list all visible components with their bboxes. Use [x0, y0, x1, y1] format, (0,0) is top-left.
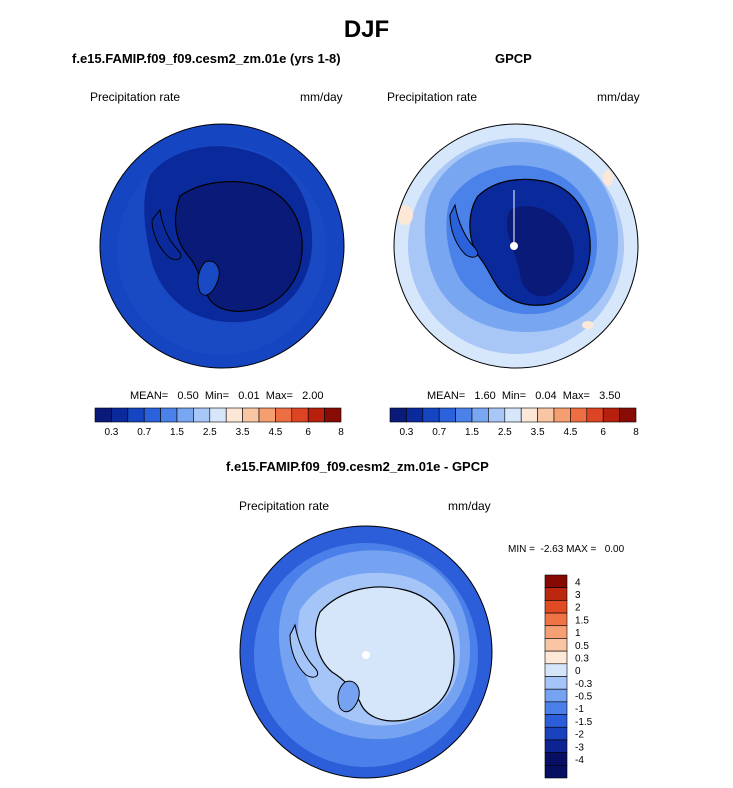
panel1-colorbar-tick-label: 1.5	[170, 427, 184, 438]
panel3-colorbar-swatch	[544, 739, 568, 753]
panel2-colorbar-swatch	[389, 407, 407, 423]
panel3-colorbar-swatch	[544, 650, 568, 665]
panel1-colorbar-tick-label: 3.5	[236, 427, 250, 438]
panel3-colorbar: 4 3 21.5 1 0.50.3 0 -0.3 -0.5-1 -1.5 -2-3 -4	[544, 574, 593, 779]
panel3-colorbar-swatch	[544, 714, 568, 728]
main-title: DJF	[343, 16, 390, 43]
panel2-colorbar-swatch	[471, 407, 489, 423]
panel3-map	[240, 526, 492, 778]
panel2-stats: MEAN= 1.60 Min= 0.04 Max= 3.50	[427, 390, 621, 402]
panel1-title: f.e15.FAMIP.f09_f09.cesm2_zm.01e (yrs 1-…	[72, 51, 341, 66]
panel2-colorbar-tick-label: 8	[633, 427, 639, 438]
panel1-colorbar-swatch	[242, 407, 260, 423]
panel3-colorbar-swatch	[544, 701, 568, 715]
panel2-title: GPCP	[495, 51, 532, 66]
panel1-colorbar-tick-label: 6	[305, 427, 311, 438]
panel1-colorbar-swatch	[94, 407, 112, 423]
panel1-stats: MEAN= 0.50 Min= 0.01 Max= 2.00	[130, 390, 324, 402]
panel1-colorbar-swatch	[209, 407, 227, 423]
panel2-units-label: mm/day	[597, 90, 640, 104]
panel1-colorbar-tick-label: 2.5	[203, 427, 217, 438]
panel2-colorbar-swatch	[438, 407, 456, 423]
panel2-colorbar-swatch	[422, 407, 440, 423]
panel1-colorbar-tick-label: 0.7	[137, 427, 151, 438]
panel3-colorbar-tick-label: 4	[575, 577, 581, 588]
panel2-colorbar-swatch	[586, 407, 604, 423]
panel2-colorbar-tick-label: 6	[600, 427, 606, 438]
panel3-units-label: mm/day	[448, 499, 491, 513]
panel3-colorbar-swatch	[544, 688, 568, 703]
panel3-colorbar-tick-label: 3	[575, 590, 581, 601]
panel1-colorbar-swatch	[291, 407, 309, 423]
panel3-colorbar-swatch	[544, 600, 568, 614]
panel1-colorbar-swatch	[307, 407, 325, 423]
panel2-colorbar-tick-label: 4.5	[563, 427, 577, 438]
panel2-colorbar-swatch	[488, 407, 506, 423]
panel2-colorbar-tick-label: 1.5	[465, 427, 479, 438]
panel3-colorbar-tick-label: 1.5	[575, 615, 589, 626]
panel3-colorbar-swatch	[544, 587, 568, 601]
panel2-colorbar-swatch	[406, 407, 424, 423]
panel3-variable-label: Precipitation rate	[239, 499, 330, 513]
panel3-colorbar-swatch	[544, 663, 568, 677]
panel2-map	[394, 124, 638, 368]
panel3-colorbar-tick-label: 0.3	[575, 653, 589, 664]
panel2-colorbar-tick-label: 3.5	[531, 427, 545, 438]
panel1-colorbar-swatch	[258, 407, 276, 423]
panel3-colorbar-tick-label: 0	[575, 666, 581, 677]
panel2-colorbar-tick-label: 0.7	[432, 427, 446, 438]
panel2-colorbar: 0.3 0.7 1.5 2.5 3.5 4.5 6 8	[389, 407, 639, 438]
panel3-colorbar-swatch	[544, 625, 568, 639]
panel2-colorbar-swatch	[504, 407, 522, 423]
panel3-colorbar-swatch	[544, 574, 568, 588]
panel1-colorbar-swatch	[324, 407, 342, 423]
panel1-map	[100, 124, 344, 368]
panel1-colorbar-tick-label: 4.5	[268, 427, 282, 438]
panel3-colorbar-tick-label: 1	[575, 628, 581, 639]
panel3-colorbar-swatch	[544, 676, 568, 690]
panel2-colorbar-swatch	[520, 407, 538, 423]
panel3-title: f.e15.FAMIP.f09_f09.cesm2_zm.01e - GPCP	[226, 459, 489, 474]
panel2-variable-label: Precipitation rate	[387, 90, 478, 104]
panel2-colorbar-swatch	[537, 407, 555, 423]
panel3-colorbar-tick-label: 0.5	[575, 641, 589, 652]
panel3-colorbar-swatch	[544, 726, 568, 741]
panel2-colorbar-swatch	[602, 407, 620, 423]
panel3-colorbar-swatch	[544, 765, 568, 779]
panel1-colorbar-swatch	[111, 407, 129, 423]
panel1-colorbar-swatch	[143, 407, 161, 423]
panel2-colorbar-swatch	[455, 407, 473, 423]
panel3-colorbar-tick-label: -2	[575, 730, 584, 741]
panel3-colorbar-swatch	[544, 752, 568, 766]
panel1-colorbar: 0.3 0.7 1.5 2.5 3.5 4.5 6 8	[94, 407, 344, 438]
panel1-colorbar-tick-label: 8	[338, 427, 344, 438]
panel1-colorbar-swatch	[127, 407, 145, 423]
panel2-colorbar-swatch	[570, 407, 588, 423]
panel3-colorbar-swatch	[544, 612, 568, 627]
panel3-colorbar-tick-label: -4	[575, 755, 584, 766]
panel3-colorbar-tick-label: -0.3	[575, 679, 593, 690]
panel3-stats: MIN = -2.63 MAX = 0.00	[508, 544, 625, 555]
panel3-colorbar-tick-label: -1	[575, 704, 584, 715]
panel3-colorbar-tick-label: -1.5	[575, 717, 593, 728]
panel3-colorbar-tick-label: -3	[575, 742, 584, 753]
panel1-colorbar-tick-label: 0.3	[104, 427, 118, 438]
panel1-colorbar-swatch	[160, 407, 178, 423]
panel3-colorbar-swatch	[544, 638, 568, 652]
panel2-colorbar-swatch	[619, 407, 637, 423]
panel3-colorbar-tick-label: 2	[575, 603, 581, 614]
panel1-variable-label: Precipitation rate	[90, 90, 181, 104]
panel3-colorbar-tick-label: -0.5	[575, 692, 593, 703]
panel2-colorbar-swatch	[553, 407, 571, 423]
panel1-colorbar-swatch	[225, 407, 243, 423]
panel1-colorbar-swatch	[275, 407, 293, 423]
panel1-colorbar-swatch	[176, 407, 194, 423]
panel1-colorbar-swatch	[193, 407, 211, 423]
panel2-colorbar-tick-label: 2.5	[498, 427, 512, 438]
panel2-colorbar-tick-label: 0.3	[399, 427, 413, 438]
panel1-units-label: mm/day	[300, 90, 343, 104]
